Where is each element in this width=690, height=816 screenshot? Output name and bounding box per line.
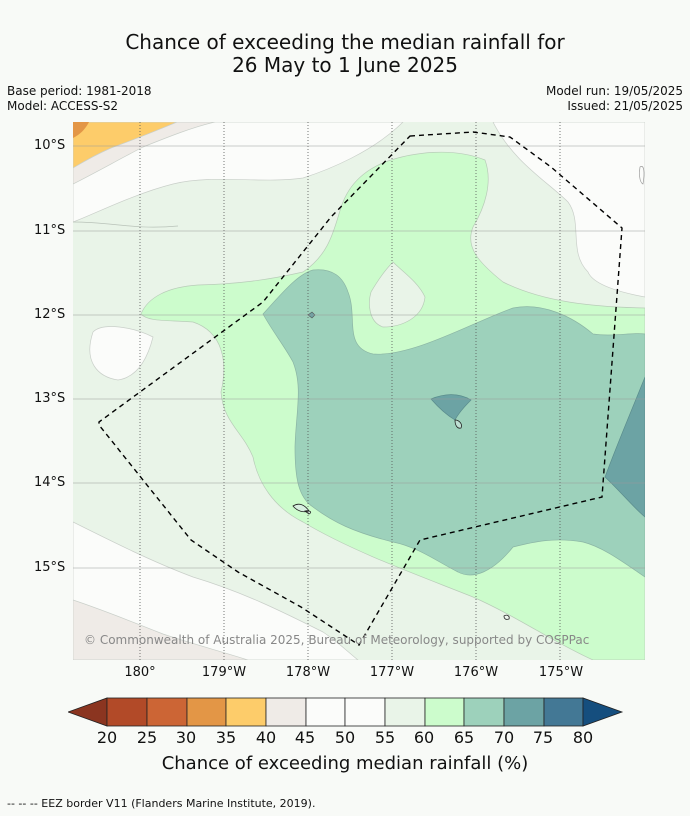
colorbar-tick-75: 75 <box>532 728 554 747</box>
lon-label-176w: 176°W <box>453 665 499 680</box>
colorbar-tick-40: 40 <box>255 728 277 747</box>
colorbar-label: Chance of exceeding median rainfall (%) <box>161 753 529 774</box>
lon-label-180: 180° <box>124 665 156 680</box>
colorbar-swatch-40-45 <box>265 697 307 727</box>
island-shape-southwest <box>292 503 312 515</box>
colorbar-swatch-45-50 <box>305 697 346 727</box>
colorbar-tick-35: 35 <box>215 728 237 747</box>
colorbar-tick-20: 20 <box>96 728 118 747</box>
title-line-1: Chance of exceeding the median rainfall … <box>125 30 565 54</box>
rainfall-map <box>73 122 645 660</box>
lat-label-12s: 12°S <box>34 307 66 322</box>
lon-label-178w: 178°W <box>285 665 331 680</box>
island-shape-northeast <box>639 166 645 185</box>
band-40-45-region-south <box>73 599 249 660</box>
lon-label-177w: 177°W <box>369 665 415 680</box>
band-30-35-region-north <box>73 122 89 138</box>
band-70-75-region-east <box>604 376 645 518</box>
island-shape-central <box>454 419 462 429</box>
colorbar-tick-30: 30 <box>175 728 197 747</box>
colorbar-swatch-20-25 <box>106 697 148 727</box>
lat-label-10s: 10°S <box>34 138 66 153</box>
footer-note: -- -- -- EEZ border V11 (Flanders Marine… <box>7 797 316 810</box>
meta-right: Model run: 19/05/2025 Issued: 21/05/2025 <box>546 84 683 114</box>
model-name: Model: ACCESS-S2 <box>7 99 119 113</box>
colorbar-swatch-70-75 <box>503 697 545 727</box>
band-65-70-region <box>262 269 645 578</box>
colorbar <box>66 697 624 731</box>
colorbar-swatch-60-65 <box>424 697 465 727</box>
colorbar-tick-25: 25 <box>136 728 158 747</box>
band-70-75-region-central <box>430 394 472 421</box>
lat-label-14s: 14°S <box>34 475 66 490</box>
band-45-55-region-north <box>73 122 404 223</box>
copyright-notice: © Commonwealth of Australia 2025, Bureau… <box>84 633 590 647</box>
band-55-60-island-north <box>369 261 426 328</box>
meta-left: Base period: 1981-2018 Model: ACCESS-S2 <box>7 84 152 114</box>
colorbar-swatch-30-35 <box>186 697 227 727</box>
colorbar-tick-70: 70 <box>493 728 515 747</box>
base-period: Base period: 1981-2018 <box>7 84 152 98</box>
model-run: Model run: 19/05/2025 <box>545 84 683 98</box>
colorbar-swatch-25-30 <box>146 697 188 727</box>
lat-label-15s: 15°S <box>34 560 66 575</box>
band-35-40-region-north <box>73 122 178 169</box>
lat-label-11s: 11°S <box>34 223 66 238</box>
colorbar-extend-low <box>66 697 108 727</box>
colorbar-tick-45: 45 <box>294 728 316 747</box>
colorbar-swatch-35-40 <box>225 697 267 727</box>
colorbar-tick-65: 65 <box>453 728 475 747</box>
colorbar-tick-80: 80 <box>572 728 594 747</box>
band-45-55-region-south <box>73 521 359 660</box>
colorbar-extend-high <box>582 697 624 727</box>
colorbar-swatch-50-55 <box>344 697 386 727</box>
colorbar-tick-60: 60 <box>413 728 435 747</box>
chart-title: Chance of exceeding the median rainfall … <box>0 31 690 77</box>
lon-label-179w: 179°W <box>201 665 247 680</box>
contour-line-west <box>73 221 179 228</box>
colorbar-tick-55: 55 <box>374 728 396 747</box>
colorbar-swatch-55-60 <box>384 697 426 727</box>
issued-date: Issued: 21/05/2025 <box>567 99 683 113</box>
island-shape-southeast <box>503 614 510 620</box>
eez-border <box>98 131 623 646</box>
colorbar-swatch-75-80 <box>543 697 584 727</box>
title-line-2: 26 May to 1 June 2025 <box>232 53 458 77</box>
colorbar-swatch-65-70 <box>463 697 505 727</box>
colorbar-tick-50: 50 <box>334 728 356 747</box>
band-45-55-region-west <box>89 326 154 381</box>
lon-label-175w: 175°W <box>538 665 584 680</box>
lat-label-13s: 13°S <box>34 391 66 406</box>
